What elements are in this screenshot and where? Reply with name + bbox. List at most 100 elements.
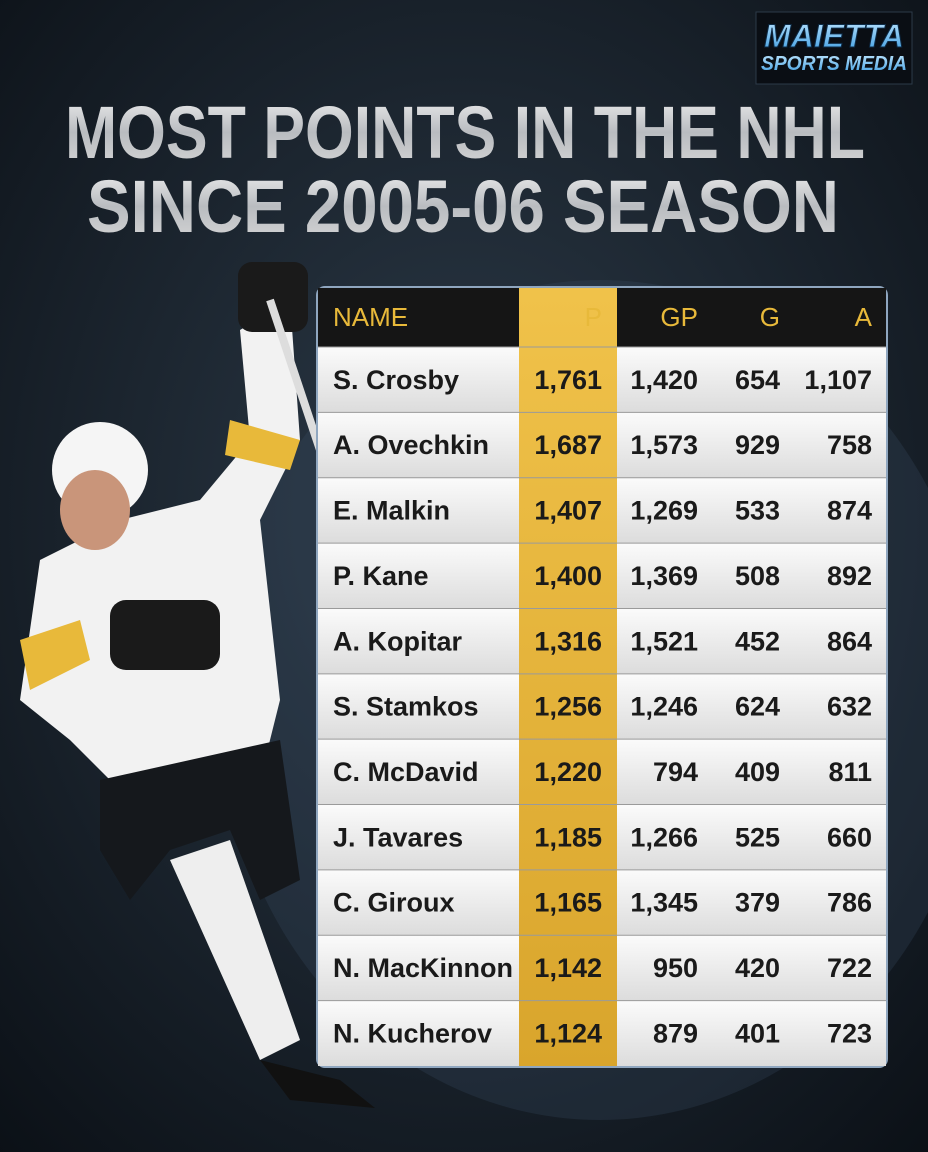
stat-cell: 1,420 — [630, 365, 698, 395]
row-bg — [318, 935, 519, 1001]
title-line2: SINCE 2005-06 SEASON — [87, 165, 839, 248]
player-name: C. McDavid — [333, 757, 479, 787]
row-bg — [617, 412, 886, 478]
stat-cell: 452 — [735, 626, 780, 656]
player-name: C. Giroux — [333, 888, 455, 918]
logo: MAIETTA SPORTS MEDIA — [755, 11, 913, 85]
jersey — [20, 300, 300, 790]
jersey-stripe — [20, 420, 300, 690]
column-header: A — [855, 302, 873, 332]
stat-cell: 758 — [827, 430, 872, 460]
stat-cell: 1,165 — [534, 888, 602, 918]
player-name: N. MacKinnon — [333, 953, 513, 983]
logo-line2: SPORTS MEDIA — [761, 53, 907, 75]
title-line1: MOST POINTS IN THE NHL — [65, 91, 865, 174]
row-bg — [617, 608, 886, 674]
row-bg — [318, 608, 519, 674]
glove — [110, 600, 220, 670]
player-name: P. Kane — [333, 561, 429, 591]
stat-cell: 1,345 — [630, 888, 698, 918]
stat-cell: 1,220 — [534, 757, 602, 787]
row-bg — [318, 869, 519, 936]
row-bg — [617, 739, 886, 805]
stat-cell: 1,407 — [534, 496, 602, 526]
stat-cell: 879 — [653, 1018, 698, 1048]
row-bg — [318, 543, 519, 609]
stat-cell: 929 — [735, 430, 780, 460]
stat-cell: 1,369 — [630, 561, 698, 591]
player-name: N. Kucherov — [333, 1018, 492, 1048]
stat-cell: 723 — [827, 1018, 872, 1048]
stat-cell: 1,687 — [534, 430, 602, 460]
row-bg — [318, 673, 519, 740]
stat-cell: 864 — [827, 626, 872, 656]
stat-cell: 1,124 — [534, 1018, 602, 1048]
glove — [238, 262, 308, 332]
stat-cell: 892 — [827, 561, 872, 591]
row-bg — [617, 804, 886, 870]
stat-cell: 811 — [828, 757, 872, 787]
column-header: P — [585, 302, 602, 332]
stats-table: NAME P GP G A S. Crosby 1,761 1,420 654 1,107 A. O… — [316, 286, 888, 1068]
stat-cell: 508 — [735, 561, 780, 591]
row-bg — [318, 477, 519, 544]
player-name: J. Tavares — [333, 822, 463, 852]
row-bg — [318, 804, 519, 870]
player-name: S. Stamkos — [333, 692, 479, 722]
points-column — [519, 288, 617, 1066]
stat-cell: 379 — [735, 888, 780, 918]
stat-cell: 401 — [735, 1018, 780, 1048]
row-bg — [617, 347, 886, 413]
stat-cell: 632 — [827, 692, 872, 722]
player-name: E. Malkin — [333, 496, 450, 526]
row-bg — [617, 869, 886, 936]
stat-cell: 1,573 — [630, 430, 698, 460]
player-name: A. Kopitar — [333, 626, 462, 656]
row-bg — [617, 1000, 886, 1066]
player-name: A. Ovechkin — [333, 430, 489, 460]
stat-cell: 1,269 — [630, 496, 698, 526]
row-bg — [318, 347, 519, 413]
column-header: NAME — [333, 302, 408, 332]
stat-cell: 409 — [735, 757, 780, 787]
skate — [260, 1060, 375, 1108]
stat-cell: 1,246 — [630, 692, 698, 722]
stat-cell: 874 — [827, 496, 872, 526]
row-bg — [318, 739, 519, 805]
column-header: G — [760, 302, 780, 332]
player-name: S. Crosby — [333, 365, 459, 395]
stat-cell: 533 — [735, 496, 780, 526]
player-illustration — [20, 262, 375, 1108]
row-bg — [617, 543, 886, 609]
stat-cell: 624 — [735, 692, 780, 722]
row-bg — [617, 477, 886, 544]
stat-cell: 786 — [827, 888, 872, 918]
face — [60, 470, 130, 550]
stat-cell: 1,521 — [630, 626, 698, 656]
stat-cell: 660 — [827, 822, 872, 852]
stat-cell: 1,256 — [534, 692, 602, 722]
logo-line1: MAIETTA — [764, 18, 904, 54]
stat-cell: 1,107 — [804, 365, 872, 395]
leg — [170, 840, 300, 1060]
stat-cell: 420 — [735, 953, 780, 983]
stat-cell: 1,142 — [534, 953, 602, 983]
row-bg — [617, 673, 886, 740]
stat-cell: 1,400 — [534, 561, 602, 591]
column-header: GP — [660, 302, 698, 332]
stat-cell: 1,316 — [534, 626, 602, 656]
stat-cell: 654 — [735, 365, 780, 395]
row-bg — [318, 412, 519, 478]
stat-cell: 794 — [653, 757, 698, 787]
row-bg — [617, 935, 886, 1001]
row-bg — [318, 1000, 519, 1066]
stat-cell: 950 — [653, 953, 698, 983]
stat-cell: 1,266 — [630, 822, 698, 852]
stat-cell: 1,761 — [534, 365, 602, 395]
logo-box — [755, 11, 913, 85]
pants — [100, 740, 300, 900]
stat-cell: 1,185 — [534, 822, 602, 852]
stat-cell: 722 — [827, 953, 872, 983]
stat-cell: 525 — [735, 822, 780, 852]
